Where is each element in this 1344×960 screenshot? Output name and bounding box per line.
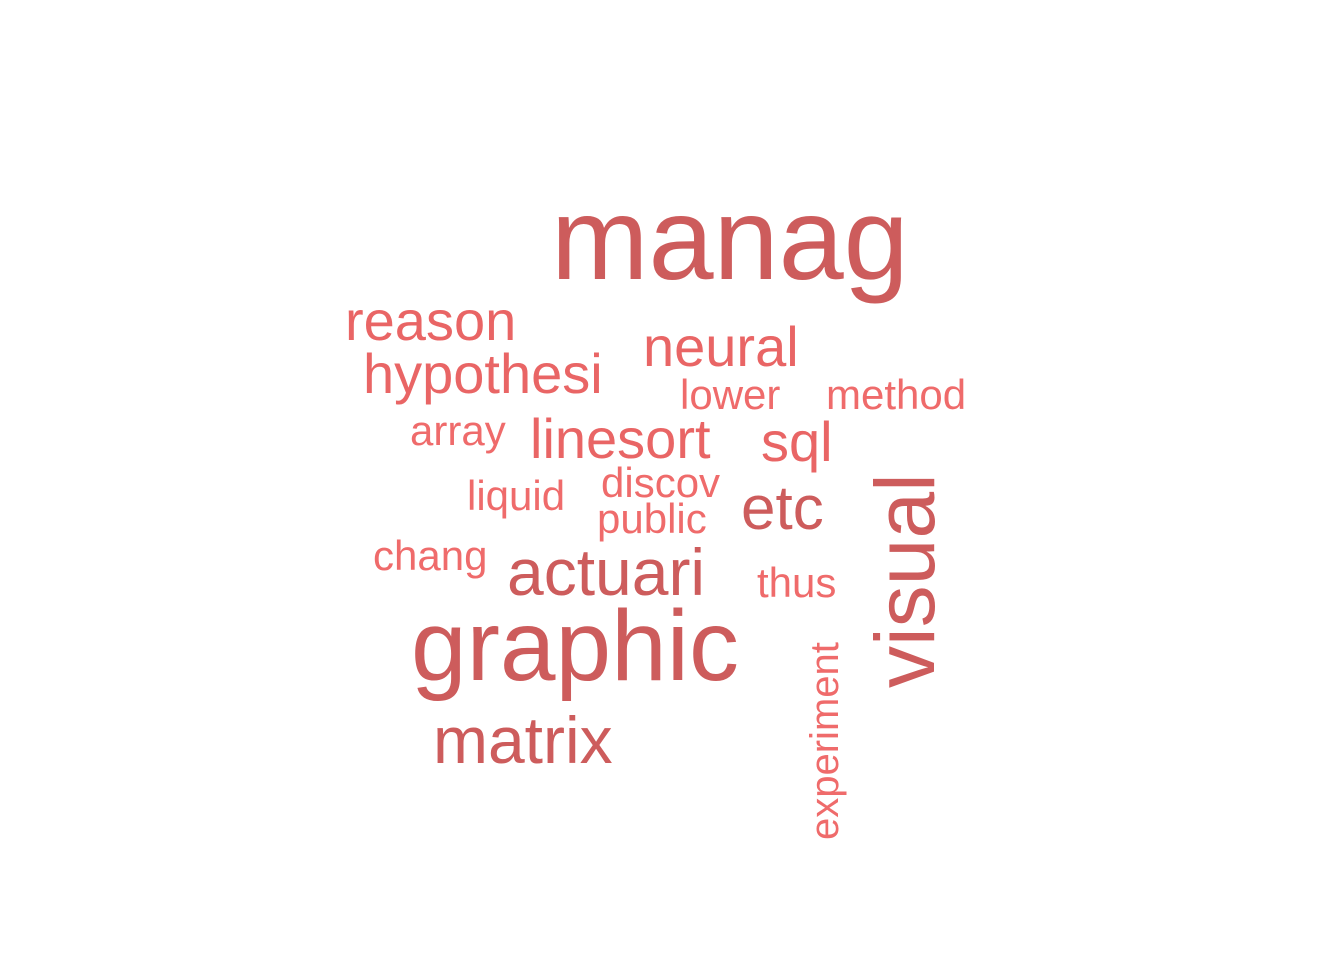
word-chang: chang xyxy=(373,532,488,579)
word-graphic: graphic xyxy=(411,590,739,702)
word-matrix: matrix xyxy=(433,703,613,777)
word-liquid: liquid xyxy=(467,472,566,519)
word-manag: manag xyxy=(551,173,909,304)
word-actuari: actuari xyxy=(507,535,706,609)
word-public: public xyxy=(597,495,707,542)
word-sql: sql xyxy=(761,410,833,473)
word-neural: neural xyxy=(643,315,799,378)
word-array: array xyxy=(410,407,506,454)
word-method: method xyxy=(826,371,967,418)
word-hypothesi: hypothesi xyxy=(363,342,603,405)
word-etc: etc xyxy=(741,474,824,543)
word-discov: discov xyxy=(601,459,721,506)
word-thus: thus xyxy=(757,559,837,606)
word-linesort: linesort xyxy=(530,407,711,470)
word-visual: visual xyxy=(858,473,952,688)
word-lower: lower xyxy=(680,371,781,418)
word-experiment: experiment xyxy=(803,642,847,840)
word-reason: reason xyxy=(345,289,517,352)
